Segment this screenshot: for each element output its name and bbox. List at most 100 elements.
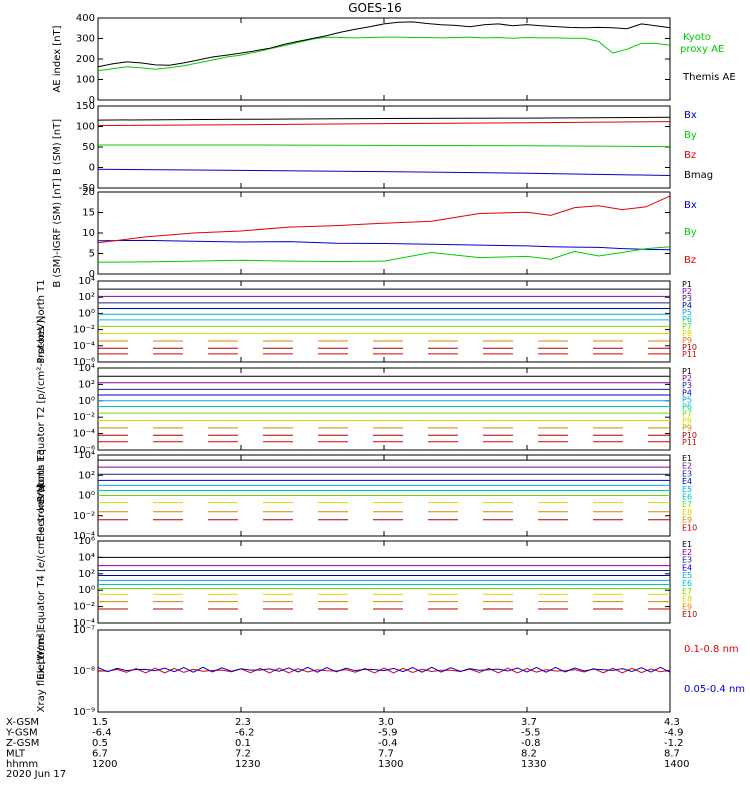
legend-xray-long: 0.1-0.8 nm bbox=[684, 644, 739, 655]
x-row-value: -0.4 bbox=[378, 738, 398, 749]
y-tick-label: 10⁰ bbox=[78, 491, 95, 502]
y-axis-label: Protons North T1 bbox=[36, 279, 47, 363]
y-tick-label: 10⁴ bbox=[78, 276, 95, 287]
y-tick-label: -50 bbox=[79, 183, 95, 194]
y-tick-label: 10⁻⁷ bbox=[73, 625, 95, 636]
legend-entry: P8 bbox=[682, 417, 692, 426]
legend-entry: E9 bbox=[682, 516, 692, 525]
legend-entry: P2 bbox=[682, 287, 692, 296]
legend-entry: E6 bbox=[682, 579, 692, 588]
y-axis-label: AE index [nT] bbox=[52, 25, 63, 92]
legend-entry: E5 bbox=[682, 571, 692, 580]
y-tick-label: 10⁻⁶ bbox=[73, 357, 95, 368]
legend-entry: P10 bbox=[682, 431, 697, 440]
y-tick-label: 5 bbox=[89, 249, 95, 260]
x-row-value: 1200 bbox=[92, 759, 117, 770]
y-tick-label: 15 bbox=[82, 208, 95, 219]
legend-entry: Bz bbox=[684, 255, 696, 266]
x-row-value: 6.7 bbox=[92, 749, 108, 760]
legend-entry: Bmag bbox=[684, 170, 713, 181]
panel-frame bbox=[97, 367, 671, 451]
y-tick-label: 10² bbox=[78, 292, 95, 303]
y-tick-label: 10² bbox=[78, 379, 95, 390]
legend-entry: E5 bbox=[682, 485, 692, 494]
y-tick-label: 10⁻⁹ bbox=[73, 707, 95, 718]
y-axis-label: Electrons North T3 bbox=[36, 449, 47, 542]
series-line bbox=[97, 195, 671, 244]
x-row-label: hhmm bbox=[6, 759, 38, 770]
y-tick-label: 10⁰ bbox=[78, 308, 95, 319]
x-row-label: Y-GSM bbox=[5, 728, 38, 739]
legend-entry: E1 bbox=[682, 454, 692, 463]
y-axis-label: B (SM) [nT] bbox=[52, 119, 63, 175]
x-row-value: -1.2 bbox=[664, 738, 684, 749]
x-row-label: X-GSM bbox=[6, 717, 39, 728]
x-row-label: Z-GSM bbox=[6, 738, 39, 749]
legend-entry: P4 bbox=[682, 301, 692, 310]
series-line bbox=[97, 36, 671, 72]
legend-entry: P11 bbox=[682, 350, 697, 359]
series-line bbox=[98, 144, 671, 148]
x-row-value: 8.7 bbox=[664, 749, 680, 760]
legend-entry: P4 bbox=[682, 388, 692, 397]
y-tick-label: 10⁻⁴ bbox=[73, 429, 95, 440]
panel-frame bbox=[97, 17, 671, 101]
series-line bbox=[97, 116, 671, 121]
x-row-value: 1230 bbox=[235, 759, 260, 770]
legend-entry: E8 bbox=[682, 595, 692, 604]
y-tick-label: 10⁻⁸ bbox=[73, 666, 95, 677]
legend-entry: P3 bbox=[682, 381, 692, 390]
y-tick-label: 10⁰ bbox=[78, 585, 95, 596]
series-line bbox=[97, 239, 671, 251]
legend-entry: E10 bbox=[682, 523, 697, 532]
y-axis-label: Protons Equator T2 [p/(cm²-s-sr-keV)] bbox=[36, 316, 47, 503]
legend-themis: Themis AE bbox=[682, 72, 736, 83]
y-tick-label: 200 bbox=[76, 54, 95, 65]
legend-entry: E3 bbox=[682, 556, 692, 565]
y-tick-label: 10⁻² bbox=[73, 412, 95, 423]
legend-entry: P9 bbox=[682, 336, 692, 345]
y-tick-label: 100 bbox=[76, 75, 95, 86]
legend-entry: E8 bbox=[682, 508, 692, 517]
x-row-value: -4.9 bbox=[664, 728, 684, 739]
legend-entry: P2 bbox=[682, 374, 692, 383]
y-tick-label: 50 bbox=[82, 142, 95, 153]
series-line bbox=[97, 666, 671, 673]
x-row-value: 7.2 bbox=[235, 749, 251, 760]
legend-entry: P8 bbox=[682, 329, 692, 338]
y-tick-label: 10 bbox=[82, 228, 95, 239]
x-row-value: 2.3 bbox=[235, 717, 251, 728]
y-axis-label: B (SM)-IGRF (SM) [nT] bbox=[52, 178, 63, 287]
x-row-value: 4.3 bbox=[664, 717, 680, 728]
x-row-value: 0.1 bbox=[235, 738, 251, 749]
x-row-value: 1300 bbox=[378, 759, 403, 770]
x-row-value: -6.4 bbox=[92, 728, 112, 739]
y-tick-label: 150 bbox=[76, 101, 95, 112]
legend-entry: E2 bbox=[682, 462, 692, 471]
y-tick-label: 10⁻⁶ bbox=[73, 445, 95, 456]
y-tick-label: 10⁶ bbox=[78, 536, 95, 547]
x-row-value: 3.0 bbox=[378, 717, 394, 728]
x-row-value: -0.8 bbox=[521, 738, 541, 749]
legend-entry: E4 bbox=[682, 477, 692, 486]
y-tick-label: 10⁻⁴ bbox=[73, 618, 95, 629]
legend-entry: P1 bbox=[682, 367, 692, 376]
y-tick-label: 10⁴ bbox=[78, 363, 95, 374]
x-row-value: 1.5 bbox=[92, 717, 108, 728]
legend-entry: Bx bbox=[684, 200, 697, 211]
x-row-value: 0.5 bbox=[92, 738, 108, 749]
y-tick-label: 10⁻² bbox=[73, 602, 95, 613]
y-tick-label: 10² bbox=[78, 470, 95, 481]
x-row-value: 1330 bbox=[521, 759, 546, 770]
legend-kyoto: Kyoto bbox=[683, 32, 711, 43]
y-tick-label: 20 bbox=[82, 187, 95, 198]
series-line bbox=[97, 246, 671, 263]
legend-entry: E10 bbox=[682, 610, 697, 619]
legend-entry: E3 bbox=[682, 469, 692, 478]
legend-entry: E7 bbox=[682, 587, 692, 596]
y-tick-label: 400 bbox=[76, 13, 95, 24]
legend-entry: P9 bbox=[682, 424, 692, 433]
y-tick-label: 10⁻⁴ bbox=[73, 531, 95, 542]
x-row-value: -5.9 bbox=[378, 728, 398, 739]
legend-entry: P1 bbox=[682, 280, 692, 289]
